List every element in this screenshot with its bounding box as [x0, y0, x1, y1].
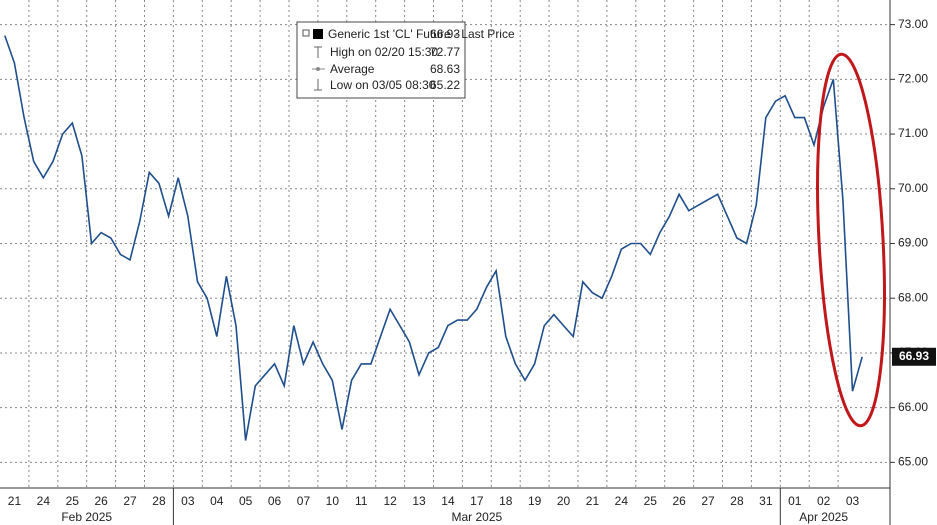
x-tick-label: 11 [355, 494, 368, 508]
x-tick-label: 24 [615, 494, 629, 508]
legend-series-name: Generic 1st 'CL' Future - Last Price [328, 27, 515, 41]
x-tick-label: 27 [123, 494, 137, 508]
y-tick-label: 66.00 [898, 400, 928, 414]
legend-series-value: 66.93 [430, 27, 460, 41]
legend-icon [316, 67, 320, 71]
x-tick-label: 19 [528, 494, 542, 508]
legend-stat-label: Average [330, 62, 375, 76]
x-tick-label: 25 [644, 494, 658, 508]
month-label: Apr 2025 [799, 510, 848, 524]
x-tick-label: 21 [586, 494, 600, 508]
x-tick-label: 26 [672, 494, 686, 508]
x-tick-label: 01 [788, 494, 802, 508]
month-label: Feb 2025 [61, 510, 112, 524]
x-tick-label: 10 [326, 494, 340, 508]
legend-stat-label: Low on 03/05 08:30 [330, 78, 436, 92]
highlight-ellipse [816, 52, 886, 428]
x-tick-label: 31 [759, 494, 773, 508]
y-tick-label: 73.00 [898, 17, 928, 31]
x-tick-label: 27 [701, 494, 715, 508]
x-tick-label: 26 [94, 494, 108, 508]
legend-stat-value: 72.77 [430, 45, 460, 59]
x-tick-label: 21 [8, 494, 22, 508]
x-tick-label: 24 [37, 494, 51, 508]
x-tick-label: 25 [66, 494, 80, 508]
legend-toggle [302, 29, 310, 37]
x-tick-label: 04 [210, 494, 224, 508]
x-tick-label: 03 [181, 494, 195, 508]
x-tick-label: 14 [441, 494, 455, 508]
x-tick-label: 06 [268, 494, 282, 508]
legend-box [296, 21, 466, 99]
legend-stat-value: 68.63 [430, 62, 460, 76]
y-tick-label: 71.00 [898, 126, 928, 140]
month-label: Mar 2025 [451, 510, 502, 524]
x-tick-label: 28 [730, 494, 744, 508]
y-tick-label: 70.00 [898, 181, 928, 195]
x-tick-label: 03 [846, 494, 860, 508]
legend-stat-label: High on 02/20 15:30 [330, 45, 438, 59]
x-tick-label: 02 [817, 494, 831, 508]
y-tick-label: 69.00 [898, 236, 928, 250]
y-tick-label: 65.00 [898, 455, 928, 469]
y-tick-label: 68.00 [898, 290, 928, 304]
x-tick-label: 07 [297, 494, 311, 508]
x-tick-label: 18 [499, 494, 513, 508]
price-line [4, 35, 863, 441]
x-tick-label: 17 [470, 494, 484, 508]
x-tick-label: 20 [557, 494, 571, 508]
x-tick-label: 13 [412, 494, 426, 508]
legend-stat-value: 65.22 [430, 78, 460, 92]
x-tick-label: 12 [383, 494, 397, 508]
x-tick-label: 28 [152, 494, 166, 508]
last-price-tag [892, 347, 936, 366]
x-tick-label: 05 [239, 494, 253, 508]
legend: Generic 1st 'CL' Future - Last Price 66.… [296, 21, 515, 99]
last-price-label: 66.93 [899, 349, 929, 363]
legend-swatch [313, 29, 323, 39]
y-tick-label: 72.00 [898, 72, 928, 86]
